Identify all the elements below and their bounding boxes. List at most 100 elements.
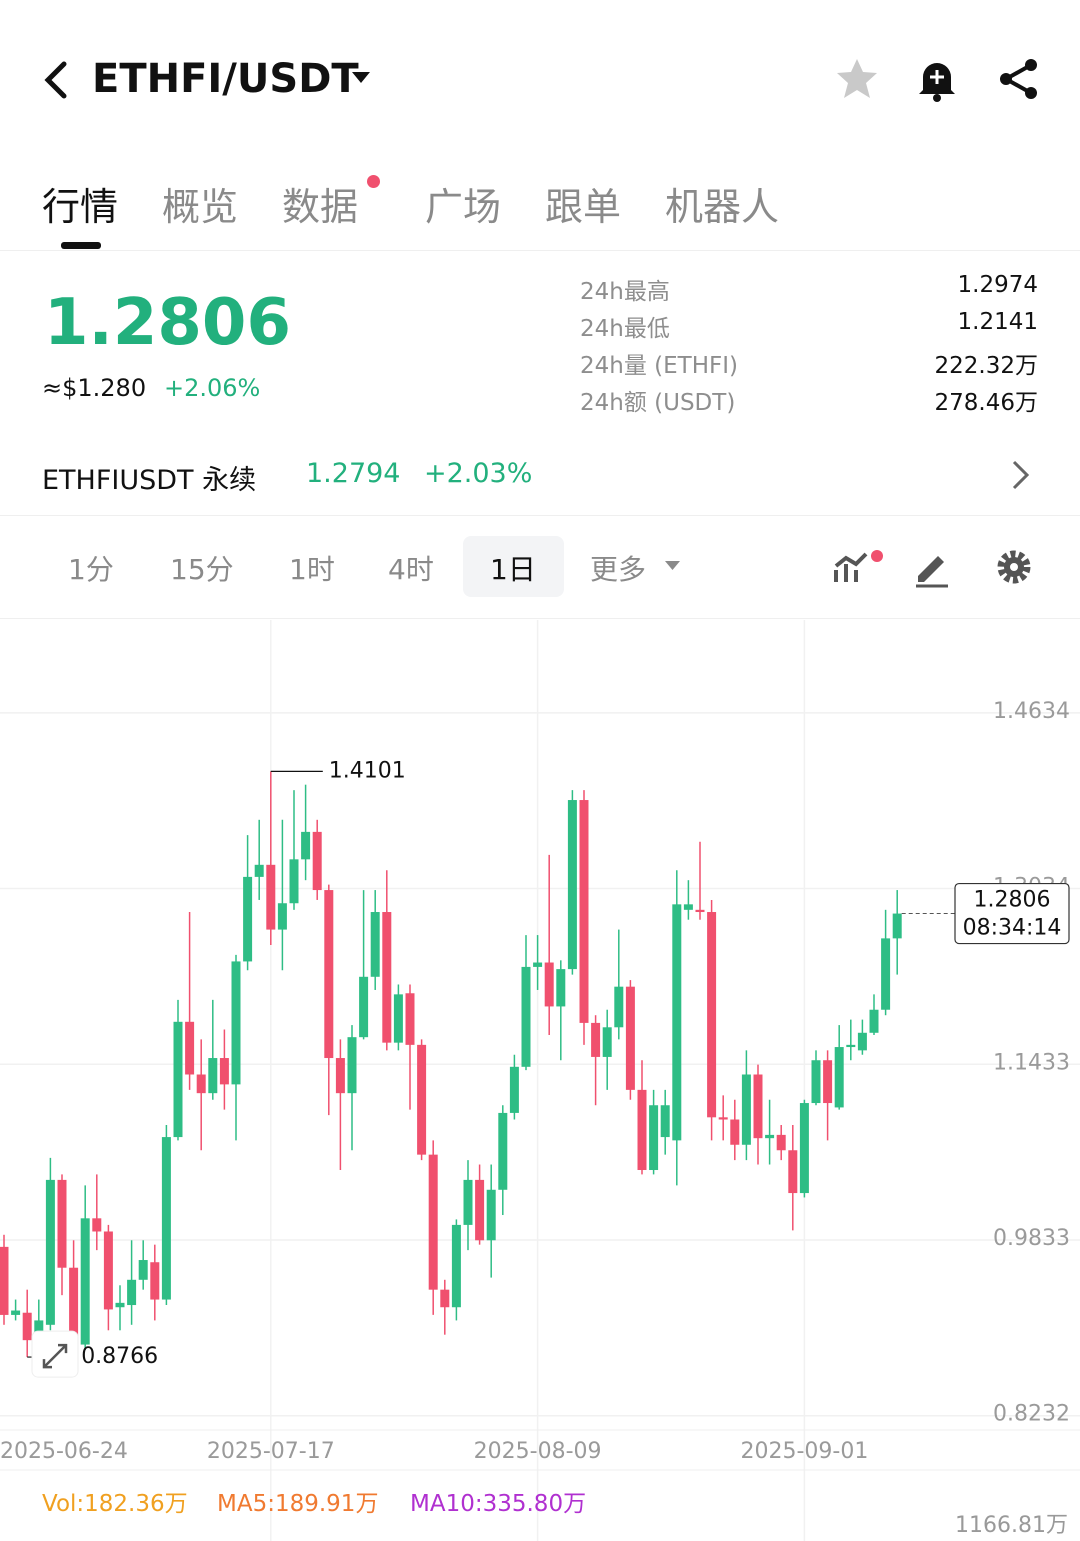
candle-body [243,876,253,962]
interval[interactable]: 1日 [490,553,536,586]
candle-body [301,831,311,860]
candle-body [0,1246,9,1315]
candle-body [451,1224,461,1308]
alert-icon[interactable] [914,56,960,102]
candle-body [289,859,299,904]
x-tick-label: 2025-09-01 [740,1439,868,1464]
tab[interactable]: 概览 [162,185,239,229]
candle-body [359,976,369,1038]
candle-body [57,1179,67,1268]
stat-value: 1.2974 [957,272,1038,298]
candle-body [440,1289,450,1308]
candle-body [486,1189,496,1241]
candle-body [335,1058,345,1094]
perp-name[interactable]: ETHFIUSDT 永续 [42,465,257,496]
candle-body [660,1105,670,1138]
divider [0,515,1080,516]
interval[interactable]: 1分 [68,553,114,586]
draw-icon[interactable] [912,546,954,588]
perp-change: +2.03% [424,458,533,489]
favorite-icon[interactable] [834,56,880,102]
pair-title[interactable]: ETHFI/USDT [92,56,359,102]
expand-button [31,1330,79,1378]
divider [0,250,1080,251]
candle-body [370,912,380,977]
more-dropdown[interactable] [664,560,682,572]
interval[interactable]: 4时 [388,553,434,586]
fiat-price: ≈$1.280 [42,374,147,402]
candle-body [591,1022,601,1057]
candle-body [730,1119,740,1145]
tab[interactable]: 广场 [425,185,502,229]
candle-body [834,1047,844,1108]
candle-body [22,1312,32,1341]
countdown-label: 08:34:14 [963,916,1062,941]
candle-body [312,831,322,891]
candle-body [138,1260,148,1280]
tab[interactable]: 行情 [42,185,119,229]
ma10-legend: MA10:335.80万 [410,1491,587,1517]
candle-body [811,1060,821,1104]
tab[interactable]: 机器人 [665,185,780,229]
candle-body [185,1021,195,1075]
candle-body [881,938,891,1010]
candle-body [219,1058,229,1085]
candle-body [614,986,624,1028]
y-tick-label: 1.4634 [993,699,1070,724]
stat-value: 222.32万 [934,353,1038,379]
candle-body [150,1262,160,1300]
pair-dropdown[interactable] [350,70,374,86]
stat-value: 278.46万 [934,390,1038,416]
candle-body [103,1231,113,1310]
tab[interactable]: 数据 [282,185,359,229]
candle-body [161,1137,171,1300]
stat-label: 24h最低 [580,316,670,342]
interval[interactable]: 1时 [289,553,335,586]
share-icon[interactable] [996,56,1042,102]
candle-body [683,904,693,910]
x-tick-label: 2025-08-09 [474,1439,602,1464]
candle-body [405,993,415,1045]
expand-icon [42,1343,68,1369]
candle-body [625,986,635,1090]
price-change: +2.06% [164,374,261,402]
notification-dot [367,175,380,188]
candle-body [277,903,287,930]
candle-body [428,1154,438,1290]
candle-body [695,909,705,913]
tab[interactable]: 跟单 [545,185,622,229]
interval-active-bg [463,536,564,597]
settings-icon[interactable] [994,546,1036,588]
candle-body [324,890,334,1059]
candle-body [196,1074,206,1094]
y-tick-label: 0.9833 [993,1226,1070,1251]
candle-body [382,912,392,1043]
interval[interactable]: 15分 [170,553,234,586]
candle-body [857,1032,867,1051]
candle-body [823,1060,833,1104]
stat-label: 24h额 (USDT) [580,390,736,416]
perp-chevron[interactable] [1008,458,1034,492]
candle-body [393,994,403,1043]
interval[interactable]: 更多 [590,553,647,586]
candle-body [718,1117,728,1120]
candle-body [208,1058,218,1094]
candle-body [463,1179,473,1225]
candle-body [69,1267,79,1345]
perp-price: 1.2794 [306,458,401,489]
candle-body [892,913,902,939]
volume-axis-label: 1166.81万 [955,1513,1068,1538]
divider [0,618,1080,619]
back-icon[interactable] [40,58,74,102]
indicator-icon[interactable] [832,546,886,588]
candle-body [92,1218,102,1232]
candle-body [672,904,682,1141]
candle-body [45,1179,55,1325]
candle-body [347,1037,357,1094]
candle-body [34,1320,44,1341]
candle-body [741,1074,751,1145]
candle-body [602,1027,612,1057]
candle-body [753,1074,763,1139]
candle-body [776,1134,786,1151]
candle-body [765,1134,775,1139]
